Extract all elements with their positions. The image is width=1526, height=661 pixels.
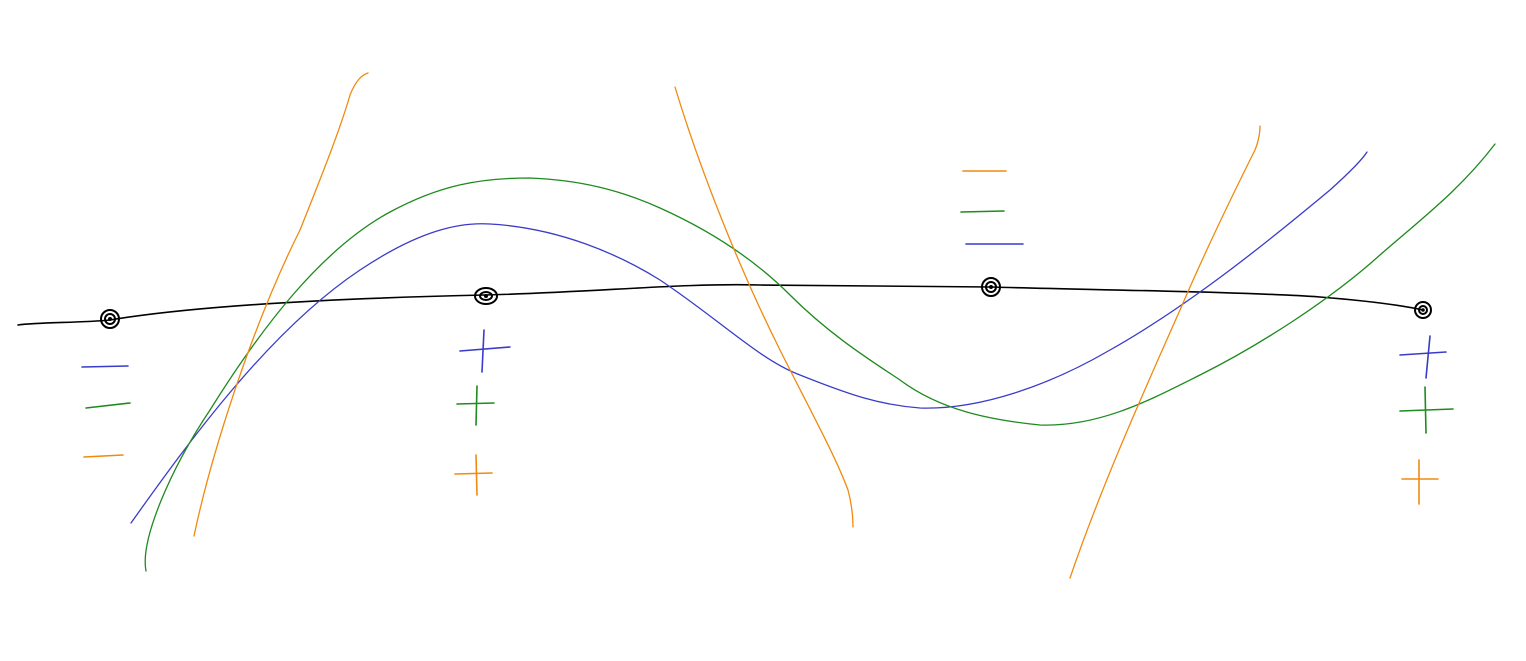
critical-point bbox=[981, 277, 1001, 297]
minus-sign bbox=[85, 402, 131, 409]
plus-sign bbox=[1399, 386, 1454, 434]
green-curve bbox=[144, 143, 1496, 572]
blue-curve bbox=[130, 151, 1368, 524]
sign-group bbox=[1399, 335, 1454, 505]
orange-curve-branch bbox=[1069, 125, 1261, 579]
plus-sign bbox=[1399, 335, 1447, 379]
plus-sign bbox=[459, 329, 511, 373]
sign-group bbox=[960, 170, 1024, 245]
orange-curve-branch bbox=[674, 86, 854, 528]
critical-point bbox=[100, 309, 120, 329]
orange-curve-branch bbox=[193, 72, 369, 537]
number-line bbox=[17, 283, 1424, 326]
minus-sign bbox=[960, 210, 1005, 213]
plus-sign bbox=[1401, 459, 1439, 505]
minus-sign bbox=[81, 365, 129, 368]
plus-sign bbox=[456, 385, 495, 426]
plus-sign bbox=[454, 454, 493, 496]
critical-point bbox=[1414, 301, 1432, 319]
sign-group bbox=[81, 365, 131, 458]
minus-sign bbox=[83, 454, 124, 458]
sign-group bbox=[454, 329, 511, 496]
critical-point bbox=[474, 287, 498, 305]
